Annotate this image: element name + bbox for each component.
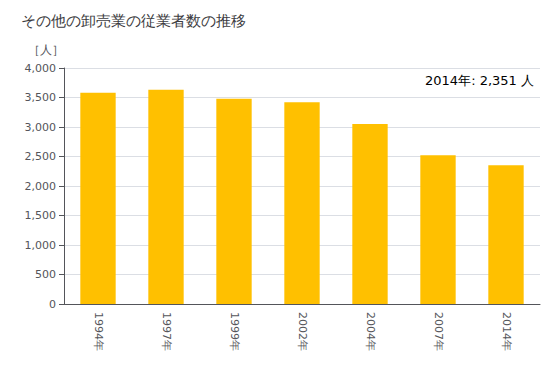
svg-text:2,000: 2,000 (25, 180, 57, 193)
svg-text:2014年: 2014年 (500, 312, 513, 351)
svg-text:1997年: 1997年 (160, 312, 173, 351)
svg-text:2,500: 2,500 (25, 150, 57, 163)
svg-text:500: 500 (35, 268, 56, 281)
svg-text:2014年: 2,351 人: 2014年: 2,351 人 (425, 73, 534, 88)
svg-text:3,000: 3,000 (25, 121, 57, 134)
svg-text:1,000: 1,000 (25, 239, 57, 252)
svg-text:0: 0 (49, 298, 56, 311)
svg-text:2004年: 2004年 (364, 312, 377, 351)
svg-text:2002年: 2002年 (296, 312, 309, 351)
svg-text:3,500: 3,500 (25, 91, 57, 104)
svg-text:1,500: 1,500 (25, 209, 57, 222)
svg-text:［人］: ［人］ (28, 43, 64, 57)
svg-text:4,000: 4,000 (25, 62, 57, 75)
svg-text:2007年: 2007年 (432, 312, 445, 351)
svg-text:1994年: 1994年 (92, 312, 105, 351)
svg-text:1999年: 1999年 (228, 312, 241, 351)
svg-text:その他の卸売業の従業者数の推移: その他の卸売業の従業者数の推移 (21, 12, 246, 30)
